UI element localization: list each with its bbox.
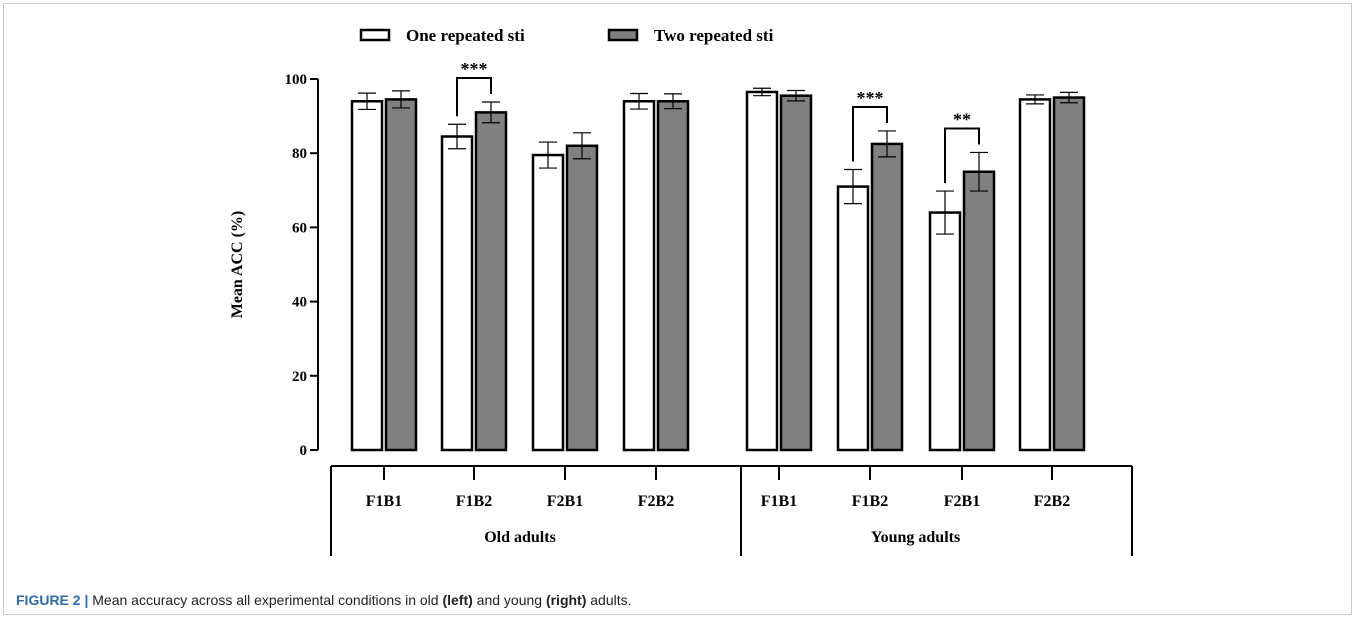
legend-swatch	[607, 28, 639, 42]
bar	[962, 170, 996, 452]
bar	[440, 135, 474, 452]
x-group-label: Old adults	[484, 529, 556, 546]
caption-bold-right: (right)	[545, 592, 587, 608]
caption-label: FIGURE 2 |	[16, 592, 89, 608]
bar	[350, 100, 384, 452]
significance-label: **	[953, 109, 971, 129]
x-tick-label: F1B2	[456, 493, 492, 510]
bar	[745, 90, 779, 452]
figure-caption: FIGURE 2 | Mean accuracy across all expe…	[16, 592, 632, 608]
bar	[779, 94, 813, 452]
x-tick-label: F1B1	[366, 493, 402, 510]
bar	[531, 153, 565, 452]
x-tick-label: F1B1	[761, 493, 797, 510]
x-tick-label: F1B2	[852, 493, 888, 510]
y-tick-label: 60	[292, 220, 307, 236]
x-group-label: Young adults	[871, 529, 960, 546]
y-tick-label: 40	[292, 295, 307, 311]
y-axis-label: Mean ACC (%)	[229, 211, 246, 319]
legend-swatch	[359, 28, 391, 42]
bar	[384, 98, 418, 452]
bar	[836, 185, 870, 452]
x-tick-label: F2B2	[638, 493, 674, 510]
bar	[1018, 98, 1052, 452]
x-tick-label: F2B1	[547, 493, 583, 510]
caption-text-2: and young	[472, 592, 546, 608]
y-tick-label: 100	[285, 72, 308, 88]
caption-bold-left: (left)	[442, 592, 473, 608]
bar	[1052, 96, 1086, 452]
bar	[656, 100, 690, 452]
legend-label: One repeated sti	[406, 26, 525, 45]
legend-label: Two repeated sti	[654, 26, 774, 45]
caption-text-3: adults.	[586, 592, 632, 608]
x-tick-label: F2B1	[944, 493, 980, 510]
bar	[870, 142, 904, 452]
significance-label: ***	[857, 88, 884, 108]
y-tick-label: 80	[292, 146, 307, 162]
x-tick-label: F2B2	[1034, 493, 1070, 510]
figure-frame: 0 20 40 60 80 100 Mean ACC (%) *** *** ** F1B1 F1B2…	[3, 3, 1352, 615]
significance-bracket	[944, 127, 980, 184]
caption-text-1: Mean accuracy across all experimental co…	[88, 592, 443, 608]
significance-bracket	[456, 77, 492, 117]
y-tick-label: 20	[292, 369, 307, 385]
y-tick-label: 0	[300, 443, 308, 459]
bar	[565, 144, 599, 452]
significance-label: ***	[461, 59, 488, 79]
bar	[928, 211, 962, 452]
bar	[622, 100, 656, 452]
bar	[474, 111, 508, 452]
significance-bracket	[852, 105, 888, 162]
